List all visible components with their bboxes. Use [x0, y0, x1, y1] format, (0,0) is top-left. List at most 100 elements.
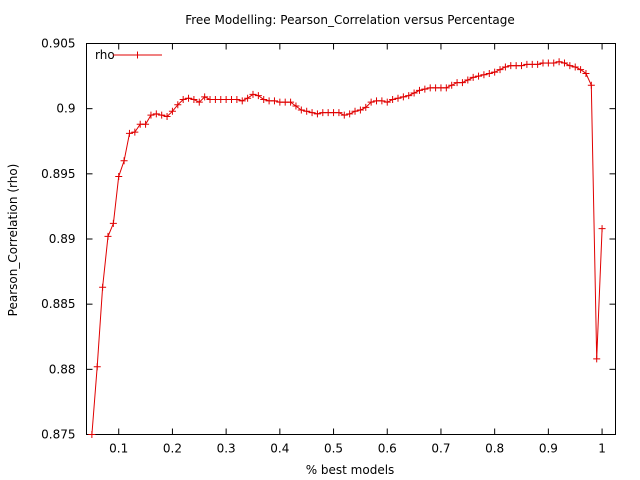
data-point [367, 98, 375, 106]
data-point [598, 225, 606, 233]
data-point [501, 63, 509, 71]
y-tick-label: 0.875 [41, 428, 75, 442]
plot-frame [86, 43, 616, 435]
data-point [389, 96, 397, 104]
data-point [287, 98, 295, 106]
x-tick-label: 0.6 [378, 442, 397, 456]
series-layer [88, 58, 606, 438]
data-point [249, 90, 257, 98]
data-point [593, 355, 601, 363]
data-point [303, 107, 311, 115]
data-point [356, 106, 364, 114]
data-point [458, 79, 466, 87]
data-point [260, 96, 268, 104]
data-point [346, 110, 354, 118]
data-point [104, 232, 112, 240]
data-point [93, 363, 101, 371]
y-tick-label: 0.895 [41, 167, 75, 181]
data-point [351, 107, 359, 115]
data-point [120, 157, 128, 165]
data-point [270, 97, 278, 105]
x-tick-label: 0.7 [431, 442, 450, 456]
data-point [168, 107, 176, 115]
data-point [571, 63, 579, 71]
data-point [115, 172, 123, 180]
data-point [185, 94, 193, 102]
x-tick-label: 0.5 [324, 442, 343, 456]
data-point [147, 111, 155, 119]
chart-title: Free Modelling: Pearson_Correlation vers… [185, 13, 515, 27]
data-point [233, 96, 241, 104]
data-point [394, 94, 402, 102]
x-tick-label: 0.1 [109, 442, 128, 456]
data-point [340, 111, 348, 119]
data-point [560, 59, 568, 67]
data-point [158, 111, 166, 119]
data-point [362, 103, 370, 111]
data-point [410, 89, 418, 97]
x-axis: 0.1 0.2 0.3 0.4 0.5 0.6 0.7 0.8 0.9 1 [109, 43, 606, 456]
data-point [125, 129, 133, 137]
data-point [485, 69, 493, 77]
data-point [464, 76, 472, 84]
data-point [577, 66, 585, 74]
data-point [163, 112, 171, 120]
legend-marker [134, 51, 141, 59]
data-point [448, 81, 456, 89]
data-point [238, 97, 246, 105]
data-point [335, 109, 343, 117]
data-point [99, 283, 107, 291]
data-point [152, 110, 160, 118]
x-tick-label: 0.4 [270, 442, 289, 456]
legend: rho [95, 48, 162, 62]
data-point [421, 85, 429, 93]
data-point [442, 84, 450, 92]
data-point [179, 96, 187, 104]
data-point [582, 69, 590, 77]
x-tick-label: 1 [598, 442, 606, 456]
data-point [566, 62, 574, 70]
legend-label: rho [95, 48, 115, 62]
data-point [405, 92, 413, 100]
data-point [142, 120, 150, 128]
y-axis-label: Pearson_Correlation (rho) [6, 164, 20, 317]
data-point [383, 98, 391, 106]
data-point [550, 59, 558, 67]
y-tick-label: 0.88 [49, 362, 76, 376]
x-tick-label: 0.3 [217, 442, 236, 456]
y-tick-label: 0.885 [41, 297, 75, 311]
data-point [254, 92, 262, 100]
x-tick-label: 0.8 [485, 442, 504, 456]
data-point [480, 71, 488, 79]
data-point [378, 97, 386, 105]
data-point [244, 94, 252, 102]
data-point [313, 110, 321, 118]
y-tick-label: 0.905 [41, 37, 75, 51]
data-point [518, 62, 526, 70]
data-point [534, 60, 542, 68]
data-point [88, 431, 96, 438]
data-point [195, 98, 203, 106]
data-point [131, 128, 139, 136]
x-tick-label: 0.9 [539, 442, 558, 456]
y-axis: 0.875 0.88 0.885 0.89 0.895 0.9 0.905 [41, 37, 616, 442]
data-point [415, 86, 423, 94]
data-point [555, 58, 563, 66]
data-point [587, 81, 595, 89]
data-point [496, 66, 504, 74]
series-line-rho [91, 61, 603, 435]
x-tick-label: 0.2 [163, 442, 182, 456]
data-point [475, 72, 483, 80]
data-point [190, 96, 198, 104]
data-point [469, 73, 477, 81]
data-point [297, 106, 305, 114]
data-point [174, 101, 182, 109]
y-tick-label: 0.89 [49, 232, 76, 246]
data-point [491, 68, 499, 76]
data-point [292, 102, 300, 110]
data-point [308, 109, 316, 117]
data-point [201, 93, 209, 101]
data-point [399, 93, 407, 101]
x-axis-label: % best models [306, 463, 395, 477]
y-tick-label: 0.9 [56, 102, 75, 116]
